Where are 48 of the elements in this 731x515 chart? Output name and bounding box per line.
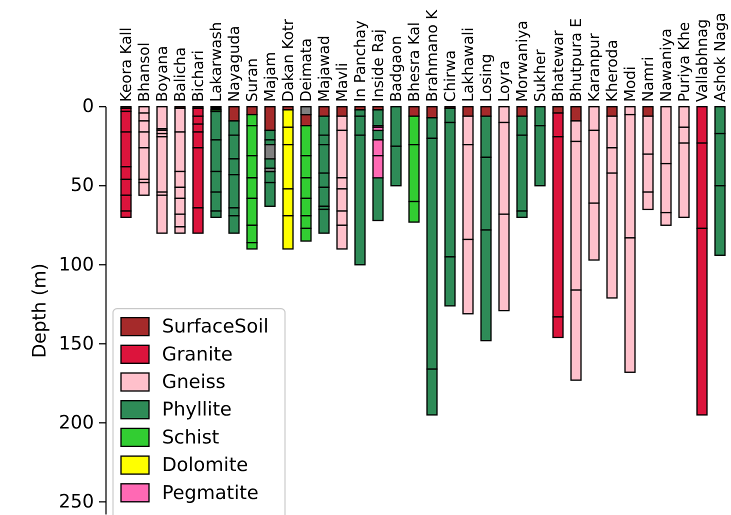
x-tick-label: Loyra <box>495 60 513 102</box>
x-tick-label: Sukher <box>531 48 549 102</box>
legend-label: Phyllite <box>162 398 232 421</box>
x-tick-label: Nayaguda <box>225 26 243 102</box>
y-tick-label: 150 <box>58 333 94 354</box>
y-tick-label: 0 <box>82 96 94 118</box>
x-tick-label: Brahmano K <box>423 8 441 102</box>
x-tick-label: Majam <box>261 52 279 102</box>
x-tick-label: Balicha <box>171 47 189 102</box>
x-tick-label: Deimata <box>297 38 315 102</box>
x-tick-label: Nawaniya <box>657 28 675 102</box>
x-tick-label: Keora Kall <box>117 27 135 102</box>
x-tick-label: Losing <box>477 54 495 102</box>
x-tick-label: Vallabhnag <box>693 18 711 102</box>
x-tick-label: Bhatewar <box>549 29 567 102</box>
x-tick-label: Suran <box>243 58 261 102</box>
x-tick-label: Karanpur <box>585 32 603 102</box>
x-tick-label: Lakarwash <box>207 22 225 102</box>
x-tick-label: In Panchay <box>351 20 369 102</box>
x-tick-label: Puriya Khe <box>675 22 693 102</box>
x-tick-label: Bichari <box>189 50 207 102</box>
legend-label: Dolomite <box>162 454 248 476</box>
legend-label: SurfaceSoil <box>162 316 269 338</box>
legend-label: Gneiss <box>162 371 226 393</box>
y-tick-label: 100 <box>58 254 94 276</box>
x-tick-label: Chirwa <box>441 50 459 102</box>
x-tick-label: Boyana <box>153 46 171 102</box>
x-tick-label: Inside Raj <box>369 29 387 102</box>
y-tick-label: 250 <box>58 491 94 512</box>
legend-label: Schist <box>162 426 220 448</box>
x-tick-label: Ashok Naga <box>711 12 729 102</box>
x-tick-label: Mavli <box>333 62 351 102</box>
legend-label: Granite <box>162 343 233 366</box>
y-axis-title: Depth (m) <box>30 263 50 358</box>
x-tick-label: Modi <box>621 66 639 102</box>
x-tick-label: Dakan Kotr <box>279 18 297 102</box>
legend-label: Pegmatite <box>162 482 259 504</box>
x-tick-label: Majawad <box>315 36 333 102</box>
y-tick-label: 50 <box>70 175 94 196</box>
x-tick-label: Morwaniya <box>513 20 531 102</box>
x-tick-label: Badgaon <box>387 36 405 102</box>
x-tick-label: Kheroda <box>603 40 621 102</box>
x-tick-label: Bhutpura E <box>567 18 585 102</box>
y-tick-label: 200 <box>58 412 94 434</box>
x-tick-label: Namri <box>639 56 657 102</box>
x-tick-label: Bhansol <box>135 42 153 102</box>
x-tick-label: Lakhawali <box>459 27 477 102</box>
x-tick-label: Bhesra Kal <box>405 22 423 102</box>
